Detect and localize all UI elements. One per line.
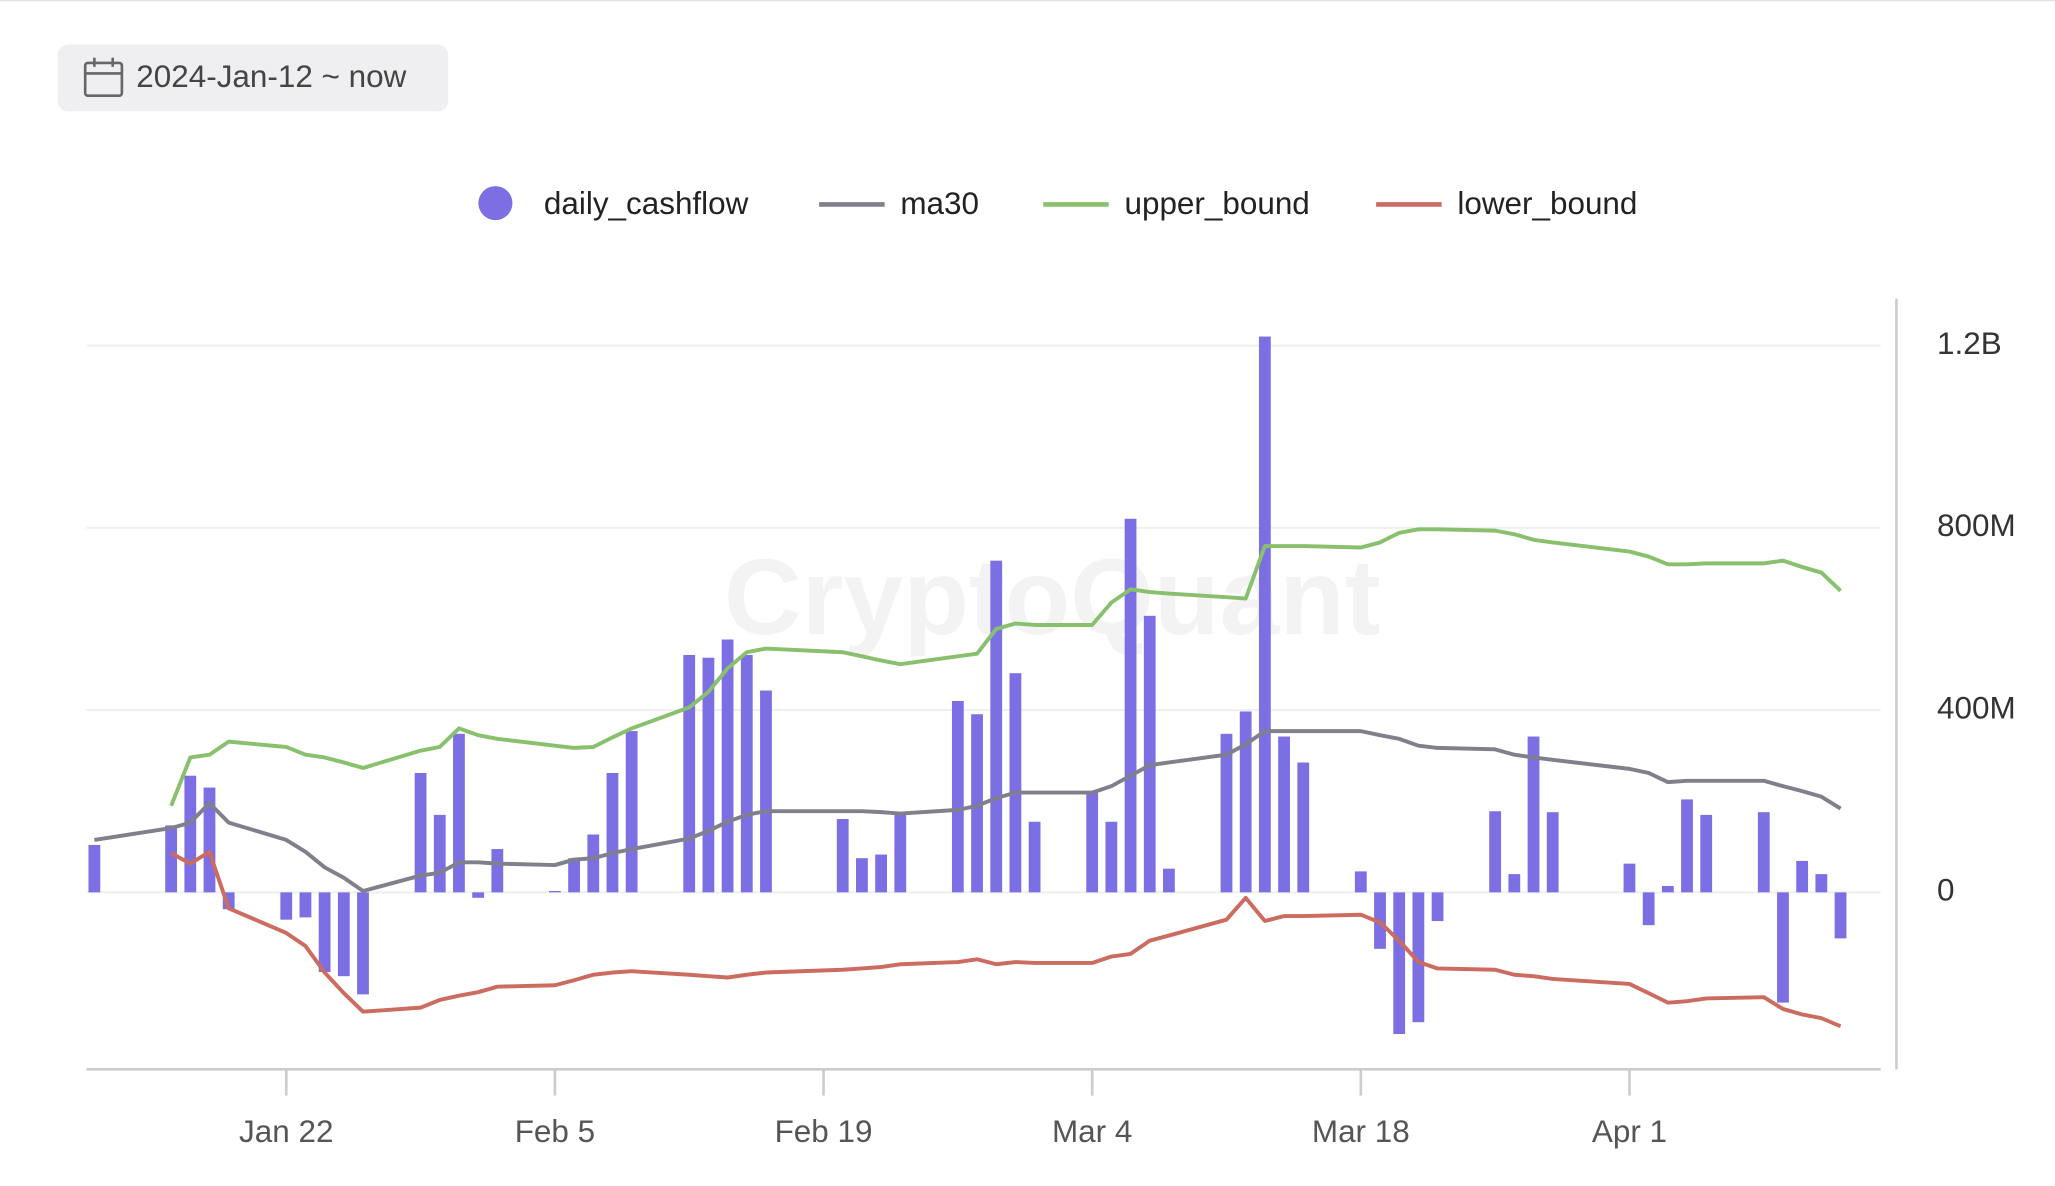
legend-item[interactable]: upper_bound [1043,186,1310,221]
bar [491,849,504,893]
bar [606,772,619,893]
bar [1527,736,1540,893]
bar [1546,812,1559,893]
bar [1757,812,1770,893]
y-tick-label: 400M [1937,690,2016,725]
y-tick-label: 1.2B [1937,326,2002,361]
bar [587,834,600,893]
bar [683,654,696,893]
date-picker-box[interactable] [57,44,449,112]
bar [990,560,1003,893]
bar [1777,892,1789,1003]
grid [86,344,1881,894]
bar-series [88,336,1847,1035]
line-series [170,849,1842,1029]
calendar-icon [83,57,124,97]
bar [433,814,446,893]
bar [1393,892,1406,1035]
bar [414,772,427,893]
bar [894,814,907,893]
bar [1086,791,1099,893]
bar [1412,892,1425,1023]
bar [836,819,849,893]
bar [856,858,868,893]
bar [1489,811,1502,893]
bar [337,892,350,977]
bar [1028,821,1041,893]
bar [1431,892,1444,922]
bar [1681,799,1693,893]
bar [740,654,753,893]
legend-item[interactable]: lower_bound [1376,186,1637,221]
bar [1796,860,1809,893]
bar [1297,762,1310,893]
bar [1105,821,1118,893]
bar [1258,336,1271,893]
bar [1834,892,1847,939]
line-series [94,729,1842,893]
bar [971,714,983,893]
watermark: CryptoQuant [724,537,1381,657]
bar [357,892,369,995]
bar [951,701,964,893]
bar [318,892,331,973]
legend-item[interactable]: daily_cashflow [478,186,749,221]
x-tick-label: Mar 4 [1052,1114,1132,1149]
bar [1623,863,1636,893]
bar [472,892,485,898]
legend-label: daily_cashflow [544,186,749,221]
bar [625,731,638,893]
bar [1278,736,1290,893]
bar [760,690,772,893]
legend-label: upper_bound [1124,186,1309,221]
bar [568,858,580,893]
y-tick-label: 0 [1937,873,1954,908]
line-series [169,527,1842,807]
x-tick-label: Feb 19 [775,1114,873,1149]
bar [702,657,715,893]
bar [1009,673,1022,893]
date-range[interactable]: 2024-Jan-12 ~ now [136,59,406,94]
bar [1700,814,1713,893]
bar [1239,711,1252,893]
x-tick-label: Feb 5 [515,1114,595,1149]
bar [88,844,101,893]
legend-label: ma30 [900,186,979,221]
bar [1508,874,1521,893]
bar [1220,733,1233,893]
legend-symbol [478,186,513,221]
bar [1124,518,1137,893]
bar [453,733,465,893]
bar [1354,871,1367,893]
x-tick-label: Mar 18 [1312,1114,1410,1149]
legend-item[interactable]: ma30 [819,186,979,221]
bar [875,854,887,893]
bar [1143,615,1156,893]
bar [1163,868,1175,893]
bar [299,892,312,918]
bar [203,787,216,893]
y-tick-label: 800M [1937,508,2016,543]
x-tick-label: Apr 1 [1592,1114,1667,1149]
bar [222,892,235,910]
bar [548,890,561,893]
bar [165,825,178,893]
bar [1815,874,1828,893]
x-tick-label: Jan 22 [239,1114,333,1149]
bar [1661,885,1674,893]
legend-label: lower_bound [1457,186,1637,221]
date-picker[interactable]: 2024-Jan-12 ~ now [57,44,449,112]
bar [721,639,734,893]
bar [184,775,197,893]
bar [280,892,293,920]
bar [1642,892,1655,926]
